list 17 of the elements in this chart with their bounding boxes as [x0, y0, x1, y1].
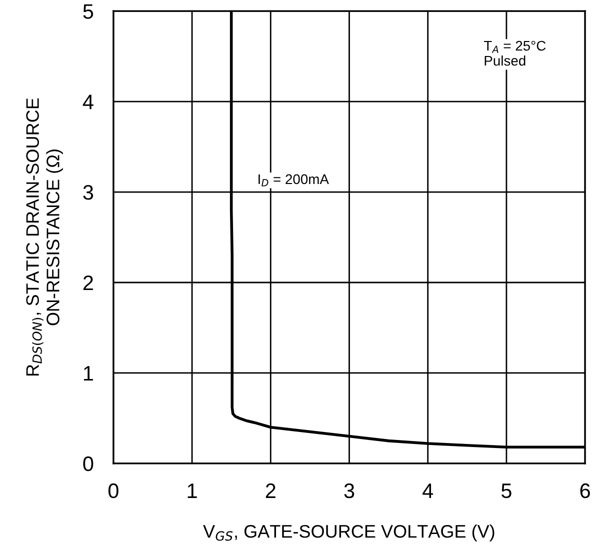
x-tick-label: 3 [344, 483, 354, 498]
x-tick-label: 0 [108, 483, 118, 498]
y-axis-title: R$_{DS(ON)}$, STATIC DRAIN-SOURCE ON-RESISTANCE (Ω) [26, 98, 63, 376]
x-axis-title: V$_{GS}$, GATE-SOURCE VOLTAGE (V) [203, 524, 494, 542]
y-tick-label: 5 [83, 4, 94, 19]
x-tick-label: 6 [580, 483, 590, 498]
x-tick-label: 4 [422, 484, 434, 498]
y-tick-label: 1 [84, 366, 93, 381]
y-tick-label: 2 [83, 275, 93, 290]
y-tick-label: 4 [82, 94, 94, 110]
x-tick-label: 5 [501, 484, 512, 498]
annotation: I$_{D}$ = 200mA [258, 174, 329, 186]
annotation: T$_{A}$ = 25°C Pulsed [484, 40, 546, 66]
x-tick-label: 2 [266, 483, 276, 498]
y-tick-label: 3 [83, 185, 94, 200]
x-tick-label: 1 [188, 484, 197, 498]
y-tick-label: 0 [83, 456, 94, 472]
